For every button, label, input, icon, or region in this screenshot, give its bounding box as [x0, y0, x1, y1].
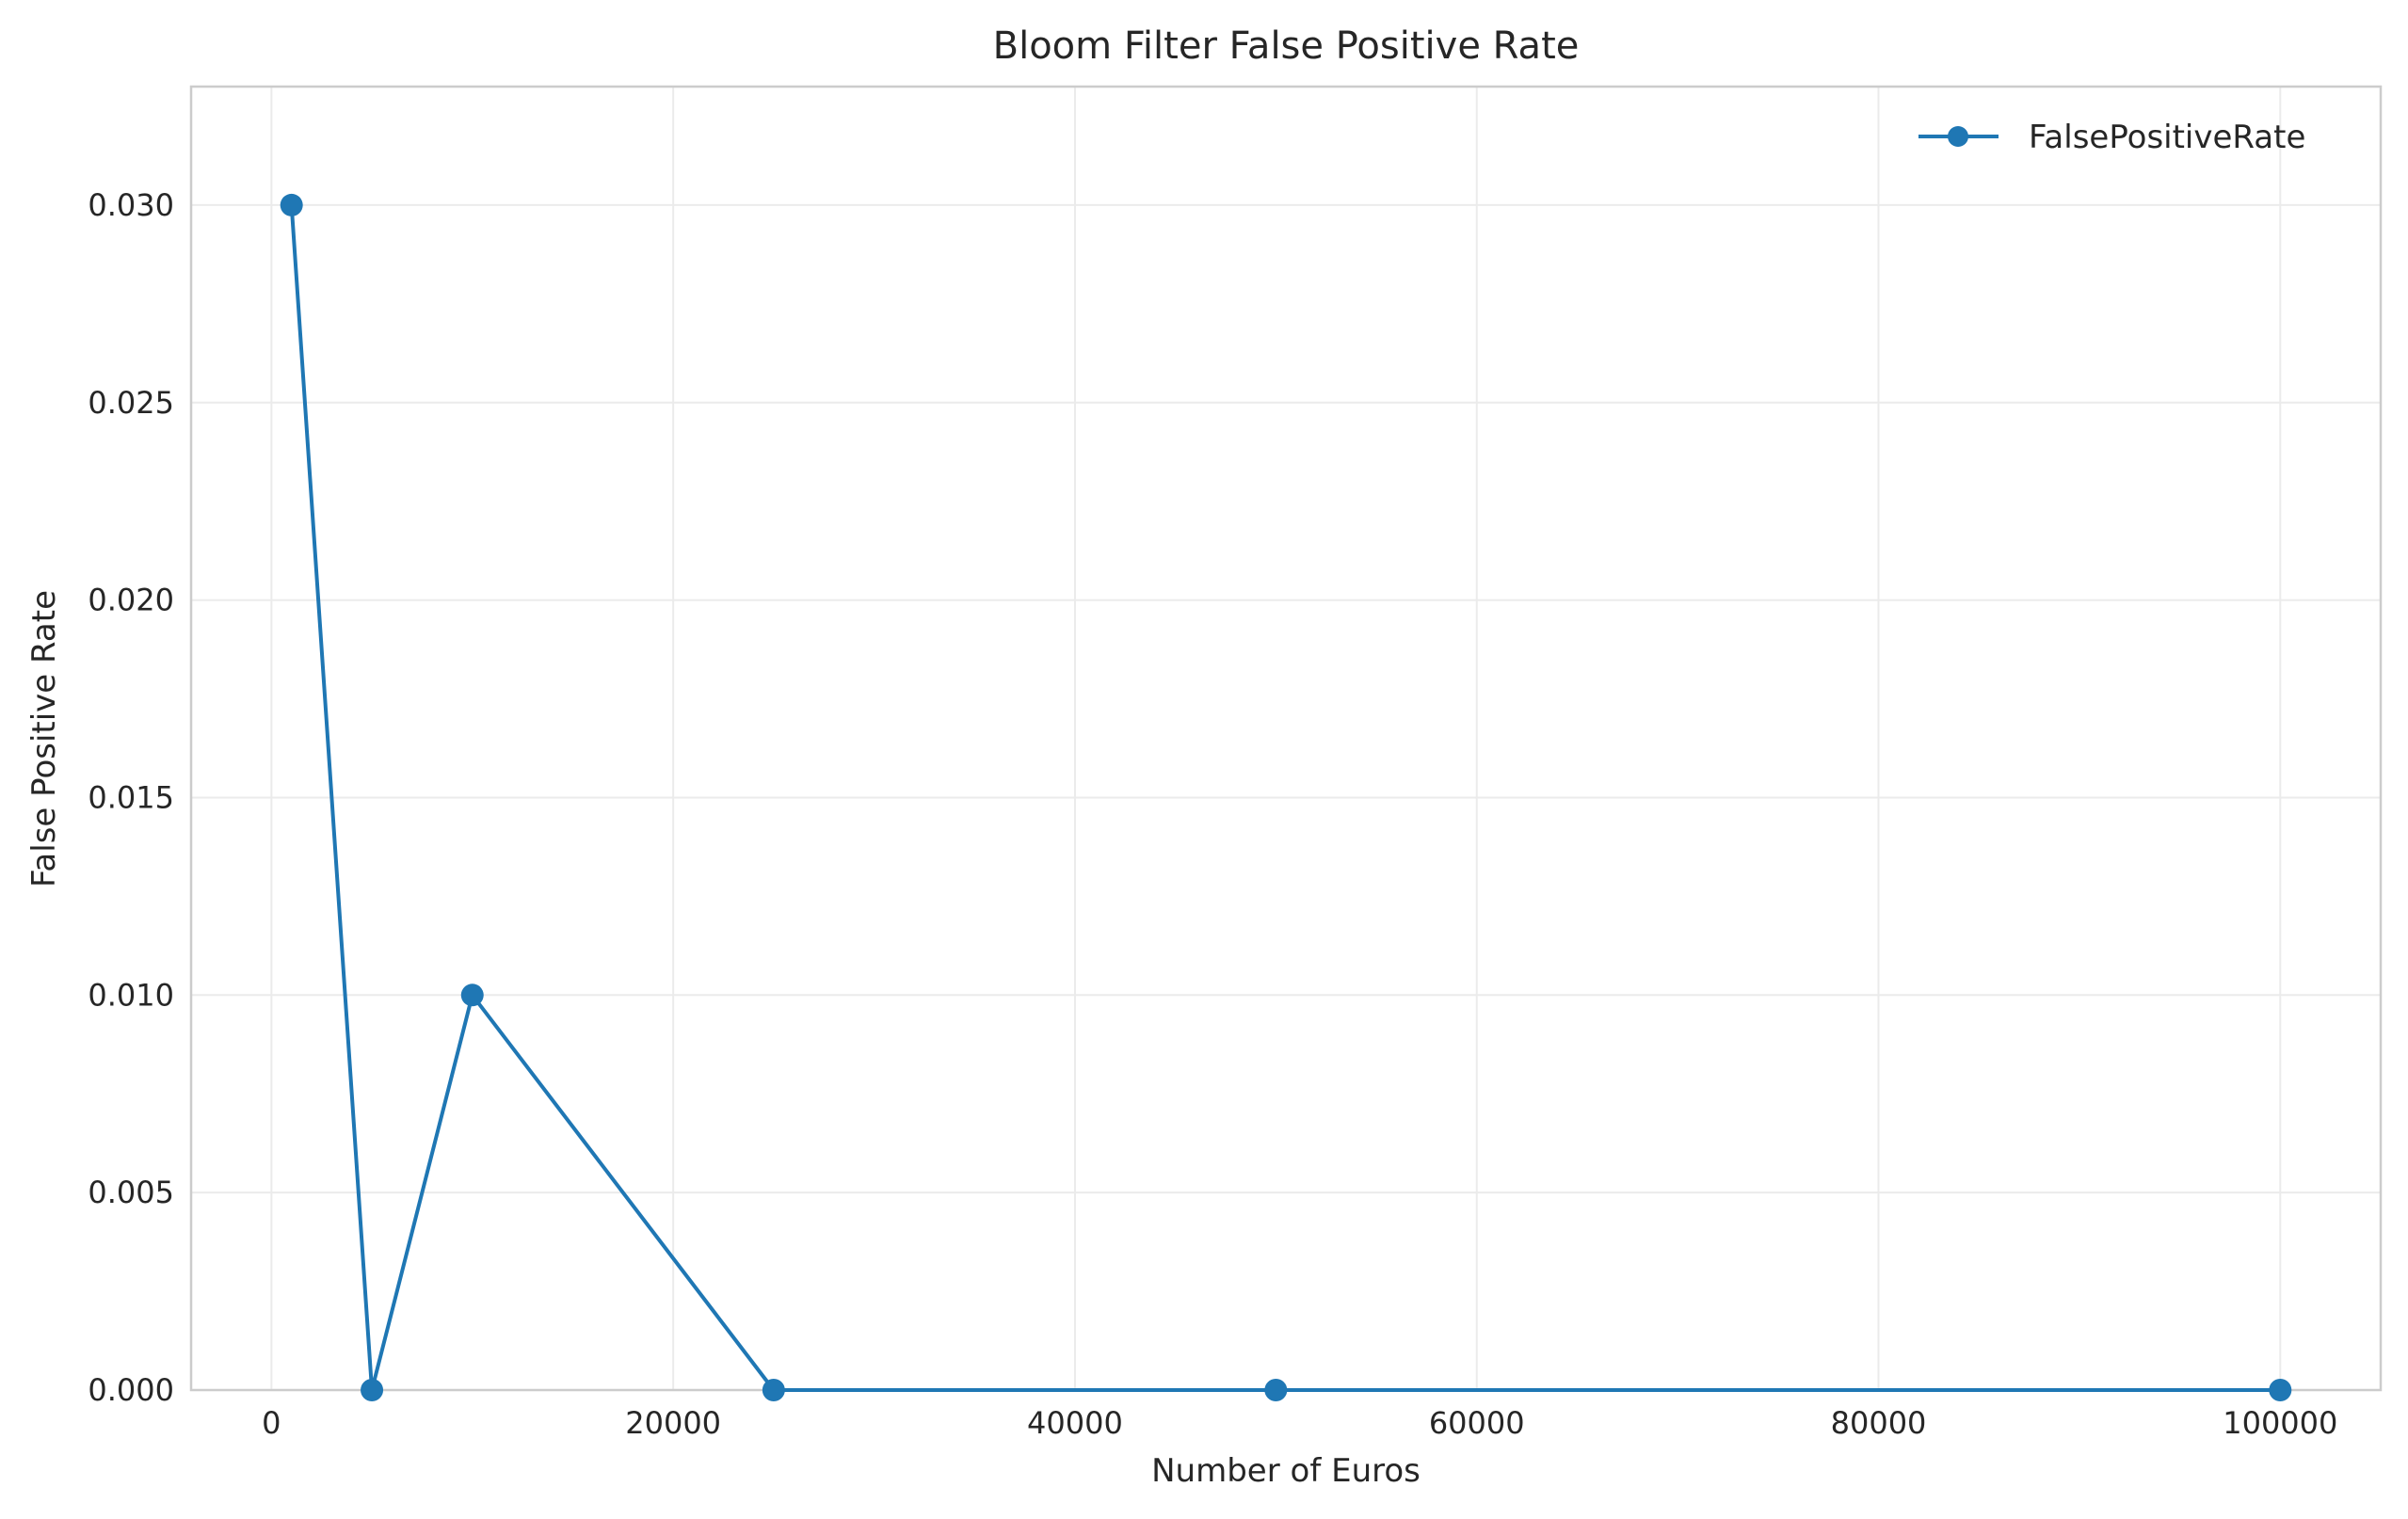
y-axis-label: False Positive Rate	[25, 590, 63, 887]
y-tick-label: 0.020	[88, 583, 174, 618]
data-point	[2269, 1379, 2292, 1401]
x-tick-label: 20000	[625, 1405, 721, 1441]
tick-labels: 0 20000 40000 60000 80000 100000 0.000 0.005 0.0…	[88, 187, 2337, 1441]
series-layer	[280, 193, 2292, 1401]
data-point	[280, 193, 303, 216]
y-tick-label: 0.030	[88, 187, 174, 223]
x-tick-label: 40000	[1027, 1405, 1123, 1441]
y-tick-label: 0.010	[88, 977, 174, 1013]
y-tick-label: 0.005	[88, 1175, 174, 1210]
y-tick-label: 0.025	[88, 385, 174, 421]
grid-lines	[191, 87, 2381, 1391]
series-line	[289, 204, 2281, 1392]
x-tick-label: 0	[262, 1405, 281, 1441]
data-point	[361, 1379, 384, 1401]
x-axis-label: Number of Euros	[1151, 1452, 1421, 1490]
x-tick-label: 80000	[1831, 1405, 1927, 1441]
legend-entry-label: FalsePositiveRate	[2029, 119, 2305, 156]
y-tick-label: 0.015	[88, 779, 174, 815]
legend-marker-sample	[1948, 126, 1968, 147]
data-point	[762, 1379, 785, 1401]
x-tick-label: 60000	[1429, 1405, 1525, 1441]
legend: FalsePositiveRate	[1918, 119, 2305, 156]
data-point	[460, 983, 484, 1007]
data-point	[1264, 1379, 1288, 1401]
chart-title: Bloom Filter False Positive Rate	[993, 24, 1580, 68]
y-tick-label: 0.000	[88, 1372, 174, 1408]
x-tick-label: 100000	[2223, 1405, 2337, 1441]
